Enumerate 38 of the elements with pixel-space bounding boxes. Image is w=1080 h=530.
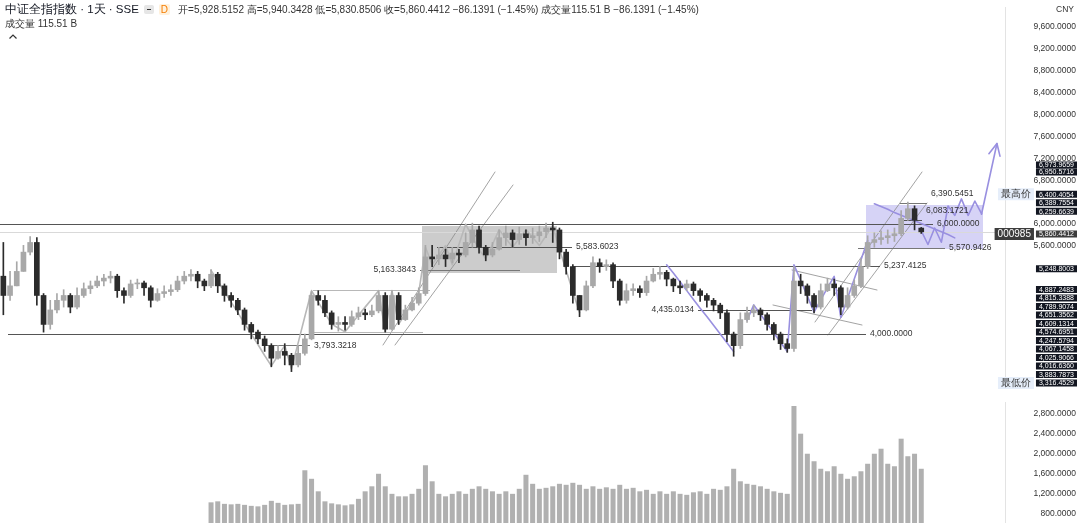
ref-line-label: 6,083.1721 xyxy=(926,204,969,215)
y-tick-label: 2,400.0000 xyxy=(1033,428,1077,439)
y-tick-label: 9,600.0000 xyxy=(1033,20,1077,31)
y-tick-label: 6,800.0000 xyxy=(1033,174,1077,185)
y-tick-label: 7,600.0000 xyxy=(1033,130,1077,141)
ref-line-label: 5,237.4125 xyxy=(884,260,927,271)
ref-line-label: 4,000.0000 xyxy=(870,328,913,339)
annotation: 000985 xyxy=(997,228,1032,240)
y-tick-label: 6,000.0000 xyxy=(1033,218,1077,229)
candlestick xyxy=(750,304,757,318)
y-tick-label: 7,200.0000 xyxy=(1033,152,1077,163)
y-tick-label: 1,600.0000 xyxy=(1033,468,1077,479)
y-tick-label: 8,400.0000 xyxy=(1033,86,1077,97)
ref-line-label: 5,583.6023 xyxy=(576,241,619,252)
annotation: 最高价 xyxy=(1000,188,1031,200)
ref-line-label: 5,570.9426 xyxy=(949,242,992,253)
y-tick-label: 8,000.0000 xyxy=(1033,108,1077,119)
y-tick-label: 9,200.0000 xyxy=(1033,42,1077,53)
annotation: 最低价 xyxy=(1000,377,1031,389)
y-tick-label: 5,600.0000 xyxy=(1033,240,1077,251)
ref-line-label: 3,793.3218 xyxy=(314,339,357,350)
y-tick-label: 8,800.0000 xyxy=(1033,64,1077,75)
y-tick-label: 2,000.0000 xyxy=(1033,448,1077,459)
annotation: D xyxy=(158,4,171,15)
candlestick xyxy=(342,316,348,331)
chart-title: 中证全指指数 · 1天 · SSE xyxy=(5,2,139,17)
ref-line-label: 5,163.3843 xyxy=(373,264,417,275)
annotation: 成交量 115.51 B xyxy=(5,17,78,31)
text: CNY xyxy=(1056,4,1074,14)
candlestick xyxy=(101,273,107,287)
candlestick xyxy=(436,246,442,265)
chart-subtitle: 开=5,928.5152 高=5,940.3428 低=5,830.8506 收=5,860.4412 −86.1391 (−1.45%) 成交量115.51 B −86.1391 (−1.45%) xyxy=(178,2,699,17)
ref-line-label: 6,390.5451 xyxy=(931,188,974,199)
y-tick-label: 1,200.0000 xyxy=(1033,488,1077,499)
ref-line-label: 6,000.0000 xyxy=(937,218,980,229)
y-tick-label: 800.0000 xyxy=(1040,508,1077,519)
y-tick-label: 2,800.0000 xyxy=(1033,407,1077,418)
ref-line-label: 4,435.0134 xyxy=(651,304,695,315)
